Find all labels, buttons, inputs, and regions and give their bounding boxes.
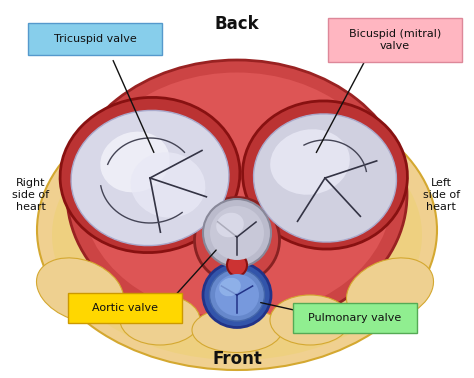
Ellipse shape — [203, 262, 271, 327]
Ellipse shape — [36, 258, 124, 322]
Ellipse shape — [243, 101, 408, 249]
Ellipse shape — [100, 132, 170, 192]
Text: Back: Back — [215, 15, 259, 33]
FancyBboxPatch shape — [293, 303, 417, 333]
Text: Bicuspid (mitral)
valve: Bicuspid (mitral) valve — [349, 29, 441, 51]
Ellipse shape — [227, 254, 247, 276]
Ellipse shape — [254, 114, 396, 242]
Text: Pulmonary valve: Pulmonary valve — [309, 313, 401, 323]
Ellipse shape — [270, 129, 350, 195]
Text: Front: Front — [212, 350, 262, 368]
Ellipse shape — [210, 206, 264, 260]
Ellipse shape — [194, 197, 280, 282]
Ellipse shape — [67, 60, 407, 330]
Ellipse shape — [270, 295, 350, 345]
Ellipse shape — [82, 73, 392, 318]
Ellipse shape — [219, 278, 241, 296]
Ellipse shape — [71, 110, 229, 246]
Ellipse shape — [192, 307, 282, 353]
FancyBboxPatch shape — [328, 18, 462, 62]
Ellipse shape — [52, 110, 422, 360]
Text: Tricuspid valve: Tricuspid valve — [54, 34, 137, 44]
Ellipse shape — [203, 199, 271, 267]
Ellipse shape — [60, 98, 240, 253]
Ellipse shape — [346, 258, 434, 322]
Text: Left
side of
heart: Left side of heart — [423, 178, 460, 212]
FancyBboxPatch shape — [68, 293, 182, 323]
FancyBboxPatch shape — [28, 23, 162, 55]
Text: Aortic valve: Aortic valve — [92, 303, 158, 313]
Ellipse shape — [120, 295, 200, 345]
Ellipse shape — [131, 152, 205, 218]
Ellipse shape — [210, 269, 264, 321]
Ellipse shape — [216, 213, 244, 237]
Text: Right
side of
heart: Right side of heart — [12, 178, 49, 212]
Ellipse shape — [215, 274, 259, 316]
Ellipse shape — [37, 90, 437, 370]
